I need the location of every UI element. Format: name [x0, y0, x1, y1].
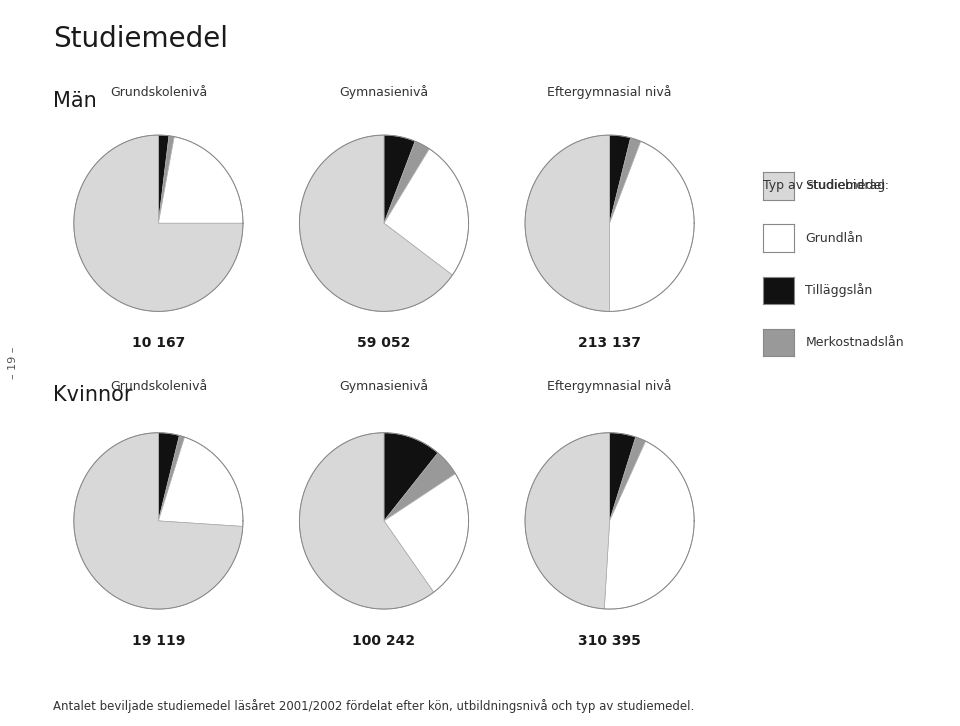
Wedge shape [74, 433, 243, 609]
Wedge shape [158, 436, 184, 521]
Text: Kvinnor: Kvinnor [53, 385, 132, 405]
Text: Män: Män [53, 91, 97, 111]
Wedge shape [384, 135, 415, 224]
Wedge shape [610, 135, 631, 224]
Wedge shape [384, 473, 468, 592]
Wedge shape [158, 136, 175, 224]
Text: 10 167: 10 167 [132, 336, 185, 350]
Wedge shape [610, 142, 694, 311]
Text: Eftergymnasial nivå: Eftergymnasial nivå [547, 86, 672, 99]
Wedge shape [604, 441, 694, 609]
Text: 310 395: 310 395 [578, 634, 641, 648]
Wedge shape [525, 433, 610, 609]
Text: Tilläggslån: Tilläggslån [805, 283, 873, 298]
Wedge shape [610, 433, 636, 521]
Text: 100 242: 100 242 [352, 634, 416, 648]
Wedge shape [300, 135, 452, 311]
Wedge shape [610, 138, 640, 224]
Text: Antalet beviljade studiemedel läsåret 2001/2002 fördelat efter kön, utbildningsn: Antalet beviljade studiemedel läsåret 20… [53, 699, 694, 713]
Text: Gymnasienivå: Gymnasienivå [340, 86, 428, 99]
Text: Typ av studiemedel:: Typ av studiemedel: [763, 179, 889, 192]
Text: Studiemedel: Studiemedel [53, 25, 228, 54]
Wedge shape [384, 142, 429, 224]
Text: – 19 –: – 19 – [8, 347, 17, 379]
Text: Studiebidrag: Studiebidrag [805, 179, 886, 192]
Text: Gymnasienivå: Gymnasienivå [340, 380, 428, 393]
Text: 59 052: 59 052 [357, 336, 411, 350]
Text: Grundlån: Grundlån [805, 232, 863, 245]
Wedge shape [525, 135, 610, 311]
Wedge shape [610, 437, 646, 521]
Wedge shape [74, 135, 243, 311]
Wedge shape [158, 135, 169, 224]
Text: 19 119: 19 119 [132, 634, 185, 648]
Text: Merkostnadslån: Merkostnadslån [805, 336, 904, 349]
Wedge shape [300, 433, 434, 609]
Wedge shape [384, 149, 468, 275]
Wedge shape [158, 433, 180, 521]
Text: Eftergymnasial nivå: Eftergymnasial nivå [547, 380, 672, 393]
Wedge shape [384, 433, 438, 521]
Wedge shape [384, 453, 455, 521]
Text: 213 137: 213 137 [578, 336, 641, 350]
Wedge shape [158, 136, 243, 224]
Text: Grundskolenivå: Grundskolenivå [109, 86, 207, 99]
Wedge shape [158, 437, 243, 526]
Text: Grundskolenivå: Grundskolenivå [109, 380, 207, 393]
